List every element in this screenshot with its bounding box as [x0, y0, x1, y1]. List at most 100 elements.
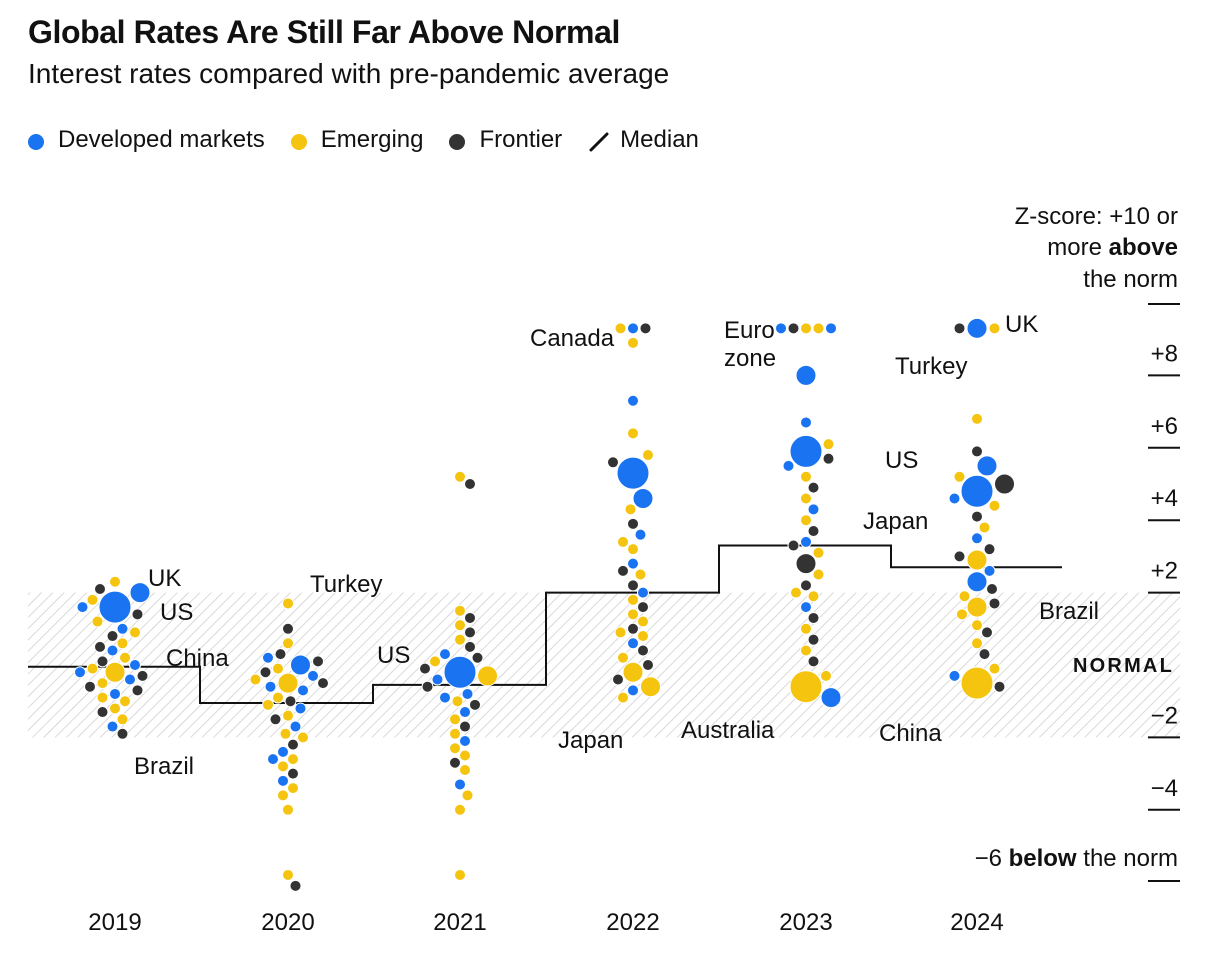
data-point-frontier: [953, 322, 966, 335]
data-point-emerging: [262, 698, 274, 711]
data-point-frontier: [459, 720, 471, 733]
chart-subtitle: Interest rates compared with pre-pandemi…: [28, 58, 670, 89]
data-point-developed: [262, 651, 274, 664]
x-category-label: 2021: [433, 909, 486, 936]
data-point-frontier: [607, 456, 619, 469]
x-category-label: 2019: [88, 909, 141, 936]
data-point-frontier: [639, 322, 652, 335]
data-point-emerging: [627, 427, 639, 440]
data-point-emerging: [297, 731, 309, 744]
data-point-developed: [76, 601, 89, 614]
data-point-emerging: [637, 630, 649, 643]
data-point-developed: [966, 317, 988, 339]
data-point-developed: [264, 680, 277, 693]
data-point-developed: [966, 571, 988, 593]
data-point-frontier: [274, 648, 287, 661]
data-point-frontier: [981, 626, 993, 639]
data-point-emerging: [459, 749, 471, 762]
data-point-frontier: [642, 659, 654, 671]
data-point-developed: [290, 654, 311, 676]
data-point-frontier: [627, 579, 639, 592]
data-point-frontier: [421, 680, 434, 693]
annotation-label: Brazil: [134, 753, 194, 780]
data-point-emerging: [451, 695, 464, 708]
legend-label: Median: [620, 126, 699, 153]
data-point-emerging: [614, 322, 627, 335]
x-category-label: 2022: [606, 909, 659, 936]
data-point-emerging: [96, 691, 109, 704]
data-point-developed: [976, 455, 998, 477]
data-point-frontier: [787, 539, 800, 552]
data-point-emerging: [282, 803, 294, 816]
data-point-developed: [782, 459, 795, 472]
data-point-emerging: [614, 626, 627, 639]
data-point-developed: [807, 503, 820, 516]
data-point-emerging: [86, 662, 99, 675]
y-tick-label: +4: [1151, 485, 1178, 512]
legend-label: Frontier: [479, 126, 563, 153]
data-point-emerging: [477, 665, 498, 687]
data-point-frontier: [464, 626, 476, 639]
data-point-emerging: [971, 619, 983, 632]
data-point-frontier: [464, 640, 476, 653]
data-point-emerging: [104, 661, 126, 683]
annotation-label: Euro zone: [724, 317, 776, 372]
x-category-label: 2020: [261, 909, 314, 936]
data-point-frontier: [807, 655, 820, 668]
data-point-frontier: [116, 727, 129, 740]
data-point-emerging: [790, 586, 802, 599]
data-point-emerging: [454, 803, 466, 816]
data-point-emerging: [277, 789, 289, 802]
normal-band-label: NORMAL: [1073, 655, 1174, 677]
data-point-emerging: [91, 615, 104, 628]
annotation-label: UK: [148, 565, 181, 592]
data-point-developed: [820, 687, 842, 709]
data-point-emerging: [454, 633, 466, 646]
legend-dot-icon: [290, 134, 307, 150]
legend: Developed markets Emerging Frontier Medi…: [28, 126, 725, 154]
data-point-frontier: [282, 622, 294, 635]
data-point-developed: [98, 590, 132, 624]
data-point-emerging: [800, 492, 812, 505]
x-category-label: 2024: [950, 909, 1003, 936]
data-point-developed: [129, 582, 151, 604]
data-point-developed: [948, 492, 961, 505]
data-point-emerging: [287, 782, 299, 795]
data-point-emerging: [454, 604, 466, 617]
data-point-emerging: [119, 695, 131, 708]
annotation-label: Japan: [863, 508, 928, 535]
data-point-developed: [459, 706, 471, 719]
data-point-emerging: [971, 637, 983, 650]
data-point-developed: [439, 691, 451, 704]
data-point-developed: [294, 702, 307, 715]
data-point-emerging: [627, 336, 639, 349]
data-point-developed: [800, 601, 812, 614]
data-point-emerging: [812, 546, 825, 559]
data-point-developed: [289, 720, 302, 733]
data-point-emerging: [640, 676, 661, 698]
data-point-emerging: [637, 615, 649, 628]
legend-label: Developed markets: [58, 126, 265, 153]
y-tick-label: −4: [1151, 775, 1178, 802]
data-point-emerging: [800, 514, 812, 527]
data-point-emerging: [116, 637, 129, 650]
data-point-emerging: [459, 763, 471, 776]
data-point-emerging: [449, 727, 461, 740]
data-point-developed: [106, 720, 119, 733]
legend-item-median: Median: [588, 126, 699, 154]
data-point-emerging: [800, 322, 812, 335]
data-point-frontier: [787, 322, 800, 335]
data-point-developed: [634, 528, 647, 541]
data-point-developed: [983, 564, 996, 577]
annotation-label: Turkey: [895, 353, 967, 380]
data-point-developed: [277, 745, 289, 758]
data-point-frontier: [807, 611, 820, 624]
data-point-developed: [443, 655, 477, 689]
data-point-frontier: [94, 640, 106, 653]
chart-title: Global Rates Are Still Far Above Normal: [28, 14, 620, 50]
data-point-emerging: [617, 691, 629, 704]
data-point-frontier: [822, 452, 835, 465]
data-point-frontier: [953, 550, 966, 563]
data-point-emerging: [958, 590, 971, 603]
data-point-frontier: [284, 695, 297, 708]
